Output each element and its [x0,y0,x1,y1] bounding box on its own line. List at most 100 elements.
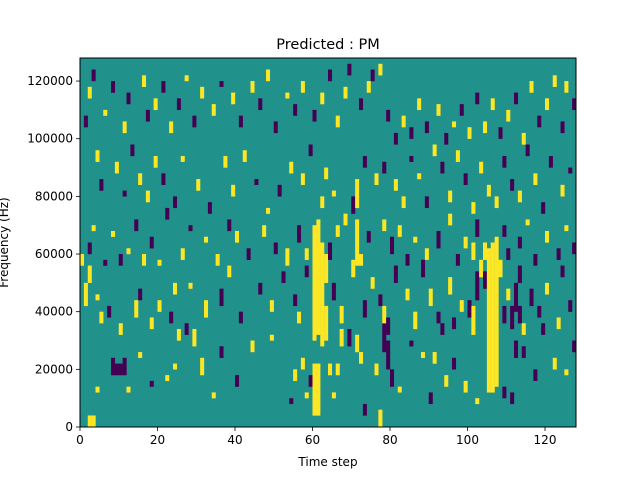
heatmap-cell-high [370,277,375,289]
heatmap-cell-low [533,254,538,266]
x-tick-label: 40 [227,433,242,447]
heatmap-cell-low [176,98,181,111]
heatmap-cell-high [324,305,329,341]
heatmap-cell-high [95,294,100,301]
heatmap-cell-low [440,323,445,335]
heatmap-cell-high [479,161,484,174]
heatmap-cell-low [351,196,356,214]
heatmap-cell-high [506,109,511,122]
y-axis: 0 20000 40000 60000 80000 100000 120000 [27,74,80,434]
heatmap-cell-high [343,213,348,226]
heatmap-cell-high [463,380,468,393]
heatmap-cell-high [266,69,271,82]
heatmap-cell-low [366,230,371,243]
heatmap-cell-high [359,254,364,266]
heatmap-cell-high [87,415,92,428]
heatmap-cell-high [95,150,100,162]
heatmap-cell-high [339,305,344,324]
heatmap-cell-low [510,179,515,191]
heatmap-cell-high [560,184,565,197]
heatmap-cell-low [362,403,367,416]
heatmap-cell-high [114,161,119,174]
heatmap-cell-high [250,81,255,93]
heatmap-cell-low [498,127,503,139]
heatmap-cell-high [448,213,453,226]
heatmap-cell-high [87,265,92,284]
x-axis-label: Time step [297,455,357,469]
heatmap-cell-high [494,254,499,335]
heatmap-cell-high [335,363,340,376]
heatmap-cell-high [444,375,449,387]
y-tick-label: 120000 [27,74,73,88]
heatmap-cell-low [99,179,104,191]
heatmap-cell-low [118,363,123,376]
heatmap-cell-low [386,109,391,122]
heatmap-cell-low [161,81,166,93]
heatmap-cell-high [552,357,557,370]
heatmap-cell-low [475,271,480,301]
heatmap-cell-high [180,248,185,260]
heatmap-cell-low [405,254,410,266]
heatmap-cell-high [413,311,418,330]
heatmap-cell-low [192,115,197,128]
heatmap-cell-high [355,236,360,266]
heatmap-cell-high [142,254,147,266]
heatmap-cell-high [204,236,209,243]
heatmap-cell-low [173,196,178,209]
heatmap-cell-high [304,392,309,399]
heatmap-cell-high [269,300,274,312]
heatmap-cell-high [486,184,491,197]
heatmap-cell-high [285,92,290,99]
heatmap-cell-low [246,248,251,260]
heatmap-cell-low [386,340,391,370]
heatmap-cell-low [517,305,522,324]
heatmap-cell-high [455,150,460,162]
heatmap-cell-low [258,282,263,295]
heatmap-cell-high [417,173,422,180]
heatmap-cell-high [320,92,325,105]
heatmap-cell-high [405,288,410,301]
heatmap-cell-high [521,132,526,145]
heatmap-cell-low [359,98,364,111]
heatmap-cell-high [506,288,511,301]
heatmap-cell-low [308,375,313,387]
heatmap-cell-high [138,173,143,185]
heatmap-cell-low [207,202,212,214]
heatmap-cell-low [386,317,391,335]
heatmap-cell-low [130,144,135,157]
heatmap-cell-low [421,259,426,278]
heatmap-cell-low [560,121,565,134]
heatmap-cell-high [83,282,88,307]
heatmap-cell-high [324,167,329,180]
heatmap-cell-low [517,265,522,284]
heatmap-cell-low [126,92,131,105]
heatmap-cell-high [378,409,383,428]
heatmap-cell-high [126,248,131,255]
heatmap-cell-high [269,334,274,341]
heatmap-cell-high [521,323,526,335]
heatmap-cell-high [328,363,333,376]
heatmap-cell-low [347,328,352,347]
heatmap-cell-low [510,392,515,405]
heatmap-cell-low [138,288,143,301]
heatmap-cell-high [153,98,158,111]
heatmap-cell-low [91,69,96,82]
heatmap-cell-high [300,357,305,370]
heatmap-cell-low [219,346,224,358]
heatmap-cell-high [200,86,205,99]
y-tick-label: 20000 [35,362,73,376]
heatmap-cell-high [99,311,104,324]
heatmap-cell-high [145,190,150,203]
y-tick-label: 0 [65,420,73,434]
heatmap-cell-low [475,92,480,105]
heatmap-cell-low [362,156,367,168]
y-tick-label: 80000 [35,189,73,203]
heatmap-cell-high [223,156,228,168]
heatmap-cell-high [355,334,360,353]
heatmap-cell-high [316,219,321,255]
heatmap-cell-high [382,219,387,232]
heatmap-cell-high [165,375,170,382]
heatmap-cell-high [525,219,530,226]
heatmap-cell-high [312,363,317,416]
heatmap-cell-low [238,115,243,128]
